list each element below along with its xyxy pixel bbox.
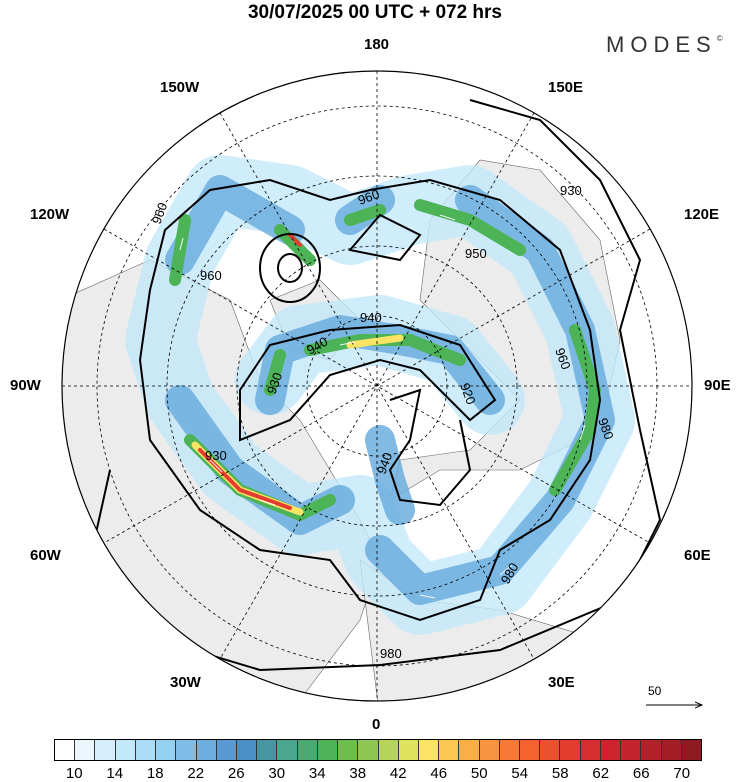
colorbar-swatch bbox=[75, 740, 96, 760]
colorbar-swatch bbox=[580, 740, 601, 760]
contour-label: 980 bbox=[380, 646, 402, 661]
lon-label-120w: 120W bbox=[30, 206, 70, 223]
colorbar-tick-label: 54 bbox=[511, 765, 529, 782]
contour-label: 920 bbox=[457, 381, 479, 407]
lon-label-90e: 90E bbox=[704, 377, 731, 394]
colorbar-swatch bbox=[661, 740, 682, 760]
contour-label: 980 bbox=[595, 416, 617, 442]
colorbar-tick-label: 62 bbox=[592, 765, 610, 782]
lon-label-180: 180 bbox=[364, 36, 390, 53]
contour-label: 960 bbox=[552, 346, 574, 372]
lon-label-60e: 60E bbox=[684, 547, 711, 564]
colorbar-tick-label: 42 bbox=[389, 765, 407, 782]
colorbar-swatch bbox=[681, 740, 701, 760]
lon-label-60w: 60W bbox=[30, 547, 61, 564]
map-boundary bbox=[61, 70, 693, 702]
colorbar-tick-label: 22 bbox=[187, 765, 205, 782]
colorbar-swatch bbox=[540, 740, 561, 760]
colorbar-tick-label: 50 bbox=[470, 765, 488, 782]
modes-logo: MODES© bbox=[606, 32, 723, 58]
colorbar-tick-label: 18 bbox=[146, 765, 164, 782]
colorbar-tick-label: 34 bbox=[308, 765, 326, 782]
colorbar-swatch bbox=[257, 740, 278, 760]
colorbar-swatch bbox=[338, 740, 359, 760]
contour-label: 930 bbox=[264, 371, 286, 397]
contour-label: 960 bbox=[149, 201, 171, 227]
colorbar-tick-label: 58 bbox=[551, 765, 569, 782]
colorbar-tick-label: 46 bbox=[430, 765, 448, 782]
lon-label-30w: 30W bbox=[170, 674, 201, 691]
colorbar-swatch bbox=[135, 740, 157, 760]
contour-label-group: 960 930 960 940 940 920 930 980 930 940 … bbox=[149, 183, 617, 661]
colorbar-swatch bbox=[216, 740, 237, 760]
contour-label: 960 bbox=[356, 186, 382, 208]
colorbar-swatch bbox=[115, 740, 136, 760]
lon-label-150e: 150E bbox=[548, 79, 584, 96]
lon-label-0: 0 bbox=[372, 716, 381, 733]
colorbar-swatch bbox=[95, 740, 116, 760]
colorbar-swatch bbox=[621, 740, 642, 760]
colorbar-swatch bbox=[439, 740, 460, 760]
lon-label-120e: 120E bbox=[684, 206, 720, 223]
colorbar-swatch bbox=[277, 740, 298, 760]
reference-vector-label: 50 bbox=[648, 684, 662, 698]
map-title: 30/07/2025 00 UTC + 072 hrs bbox=[247, 2, 503, 23]
polar-stereographic-map: 960 930 960 940 940 920 930 980 930 940 … bbox=[61, 70, 750, 730]
colorbar-swatch bbox=[479, 740, 500, 760]
colorbar-swatch bbox=[55, 740, 76, 760]
colorbar-swatch bbox=[641, 740, 662, 760]
wind-arrows bbox=[179, 214, 586, 599]
colorbar-swatch bbox=[317, 740, 339, 760]
colorbar-tick-label: 14 bbox=[106, 765, 124, 782]
lon-label-150w: 150W bbox=[160, 79, 200, 96]
contour-label: 940 bbox=[360, 310, 382, 325]
colorbar-tick-label: 26 bbox=[227, 765, 245, 782]
logo-mark: © bbox=[716, 34, 723, 43]
meridians bbox=[62, 71, 692, 701]
colorbar-swatch bbox=[600, 740, 622, 760]
logo-text: MODES bbox=[606, 32, 717, 57]
lon-label-30e: 30E bbox=[548, 674, 575, 691]
colorbar-swatch bbox=[176, 740, 197, 760]
contour-label: 930 bbox=[560, 183, 582, 198]
colorbar-swatch bbox=[196, 740, 217, 760]
colorbar-tick-label: 38 bbox=[349, 765, 367, 782]
contour-label: 940 bbox=[374, 451, 396, 477]
contour-label: 930 bbox=[205, 448, 227, 463]
colorbar-swatch bbox=[358, 740, 379, 760]
colorbar-swatch bbox=[520, 740, 541, 760]
colorbar-swatch bbox=[459, 740, 480, 760]
colorbar-tick-label: 30 bbox=[268, 765, 286, 782]
colorbar-swatch bbox=[560, 740, 581, 760]
colorbar-swatch bbox=[297, 740, 318, 760]
colorbar-swatch bbox=[398, 740, 419, 760]
contour-label: 960 bbox=[200, 268, 222, 283]
colorbar-tick-label: 10 bbox=[65, 765, 83, 782]
lon-label-90w: 90W bbox=[10, 377, 41, 394]
colorbar bbox=[54, 739, 702, 761]
colorbar-swatch bbox=[156, 740, 177, 760]
contour-label: 950 bbox=[465, 246, 487, 261]
colorbar-swatch bbox=[236, 740, 258, 760]
colorbar-swatch bbox=[378, 740, 399, 760]
colorbar-tick-label: 70 bbox=[673, 765, 691, 782]
colorbar-tick-label: 66 bbox=[632, 765, 650, 782]
colorbar-swatch bbox=[418, 740, 440, 760]
colorbar-swatch bbox=[499, 740, 521, 760]
